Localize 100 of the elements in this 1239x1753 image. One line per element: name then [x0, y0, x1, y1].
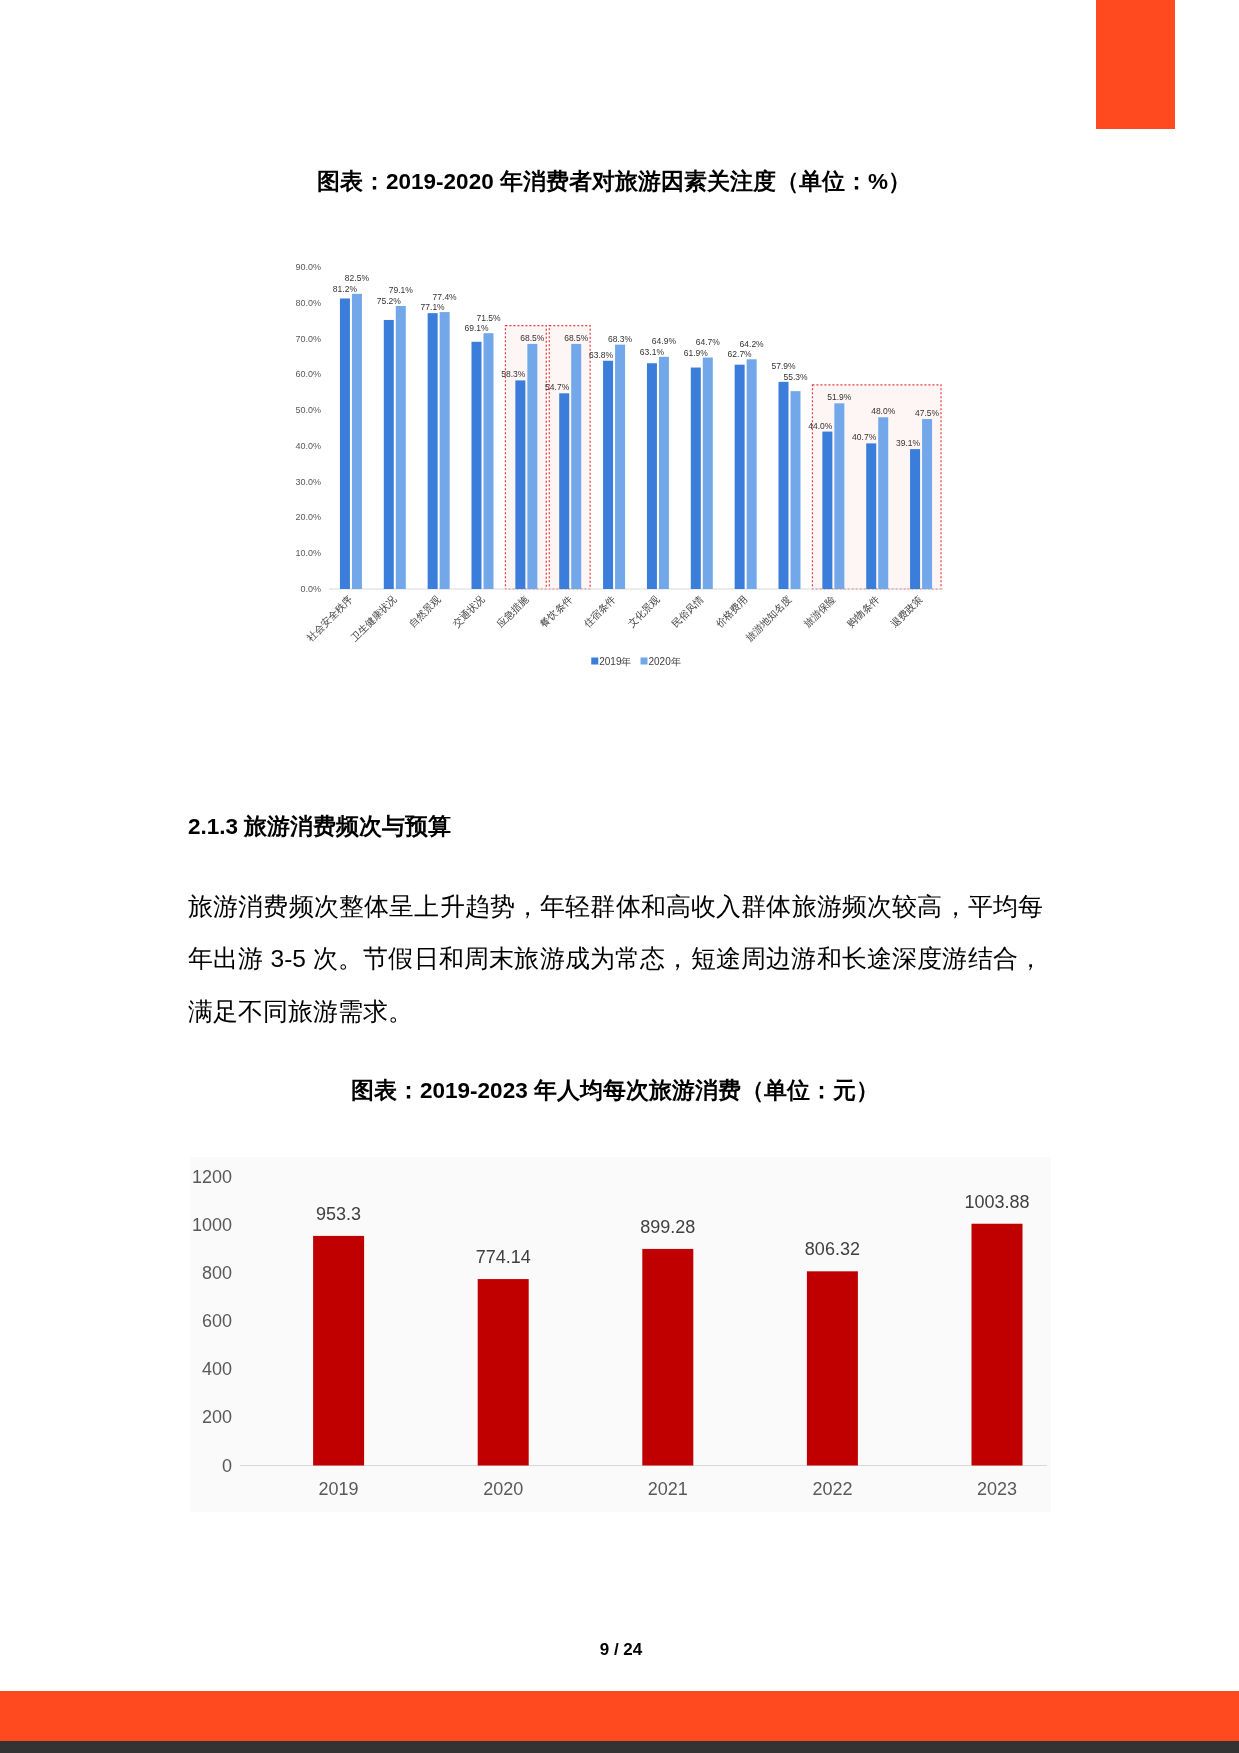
bar [646, 363, 657, 589]
y-tick-label: 400 [201, 1359, 232, 1380]
y-tick-label: 1000 [191, 1214, 232, 1235]
data-label: 58.3% [501, 369, 526, 380]
data-label: 48.0% [871, 406, 896, 417]
x-tick-label: 2021 [647, 1479, 688, 1499]
x-tick-label: 交通状况 [450, 593, 487, 630]
bar [515, 380, 526, 589]
x-tick-label: 2022 [812, 1479, 853, 1499]
data-label: 64.9% [651, 336, 677, 347]
bar [971, 1223, 1023, 1466]
data-label: 1003.88 [964, 1191, 1030, 1212]
data-label: 51.9% [827, 392, 852, 403]
data-label: 39.1% [895, 438, 921, 449]
bar [527, 343, 538, 589]
y-tick-label: 10.0% [295, 548, 321, 559]
bar [571, 343, 582, 589]
bar [395, 306, 406, 589]
x-tick-label: 2020 [483, 1479, 524, 1499]
bar [702, 357, 713, 589]
bar [910, 449, 921, 589]
bar [339, 298, 350, 589]
data-label: 40.7% [852, 432, 877, 443]
data-label: 63.1% [639, 346, 665, 357]
data-label: 68.3% [608, 333, 633, 344]
data-label: 61.9% [683, 347, 709, 358]
bar [866, 443, 877, 589]
bar [603, 360, 614, 589]
bar [778, 381, 789, 589]
x-tick-label: 自然景观 [406, 593, 443, 630]
x-tick-label: 餐饮条件 [538, 593, 575, 630]
chart-title: 图表：2019-2023 年人均每次旅游消费（单位：元） [351, 1077, 879, 1103]
data-label: 47.5% [915, 408, 940, 419]
data-label: 71.5% [476, 312, 501, 323]
data-label: 62.7% [727, 349, 753, 360]
bar [922, 419, 933, 589]
bar [690, 367, 701, 589]
x-tick-label: 2023 [976, 1479, 1018, 1499]
x-tick-label: 旅游保险 [801, 593, 838, 630]
data-label: 79.1% [388, 285, 414, 296]
x-tick-label: 应急措施 [494, 593, 531, 630]
bar [483, 333, 494, 589]
y-tick-label: 60.0% [295, 369, 321, 380]
x-tick-label: 文化景观 [625, 593, 662, 630]
bar [351, 293, 362, 589]
bar [642, 1248, 694, 1466]
legend-label: 2019年 [599, 655, 632, 667]
bar [790, 391, 801, 589]
data-label: 64.2% [739, 338, 765, 349]
x-tick-label: 购物条件 [845, 593, 882, 630]
bar [878, 417, 889, 589]
data-label: 774.14 [475, 1247, 531, 1268]
y-tick-label: 200 [201, 1407, 232, 1428]
y-tick-label: 50.0% [295, 405, 321, 416]
data-label: 77.1% [420, 302, 446, 313]
text: 旅游消费频次整体呈上升趋势，年轻群体和高收入群体旅游频次较高，平均每年出游 3-5 次。节假日和周末旅游成为常态，短途周边游和长途深度游结合，满足不同旅游需求。 [188, 891, 1043, 1027]
bar [559, 393, 570, 589]
y-tick-label: 0 [221, 1455, 232, 1476]
data-label: 953.3 [316, 1203, 362, 1224]
bar [746, 359, 757, 589]
bar [439, 312, 450, 589]
x-tick-label: 住宿条件 [581, 593, 618, 630]
bar [806, 1271, 858, 1466]
bar [471, 341, 482, 589]
data-label: 68.5% [564, 332, 589, 343]
y-tick-label: 80.0% [295, 297, 321, 308]
data-label: 57.9% [771, 361, 796, 372]
data-label: 75.2% [376, 296, 402, 306]
x-tick-label: 民俗风情 [669, 593, 706, 630]
y-tick-label: 70.0% [295, 333, 321, 344]
bar [313, 1235, 365, 1466]
y-tick-label: 600 [201, 1311, 232, 1331]
data-label: 44.0% [808, 420, 833, 431]
x-tick-label: 2019 [318, 1479, 359, 1499]
data-label: 82.5% [344, 273, 370, 284]
bar [658, 356, 669, 589]
data-label: 55.3% [783, 371, 808, 382]
y-tick-label: 40.0% [295, 440, 321, 451]
data-label: 63.8% [588, 349, 614, 360]
y-tick-label: 20.0% [295, 512, 321, 523]
y-tick-label: 800 [201, 1262, 232, 1283]
data-label: 77.4% [432, 291, 458, 302]
data-label: 54.7% [545, 382, 570, 393]
data-label: 899.28 [640, 1216, 696, 1237]
data-label: 64.7% [695, 337, 721, 348]
bar [834, 403, 845, 589]
bar [383, 319, 394, 589]
x-tick-label: 退费政策 [888, 593, 925, 630]
y-tick-label: 1200 [191, 1166, 232, 1187]
data-label: 81.2% [332, 283, 358, 294]
y-tick-label: 0.0% [300, 584, 321, 594]
bar [615, 344, 626, 589]
bar [734, 364, 745, 589]
text: 9 / 24 [598, 1639, 644, 1661]
y-tick-label: 90.0% [295, 262, 321, 272]
data-label: 806.32 [804, 1239, 860, 1260]
legend-label: 2020年 [648, 655, 681, 667]
bar [822, 431, 833, 589]
text: 2.1.3 旅游消费频次与预算 [188, 813, 453, 841]
data-label: 69.1% [464, 323, 489, 334]
